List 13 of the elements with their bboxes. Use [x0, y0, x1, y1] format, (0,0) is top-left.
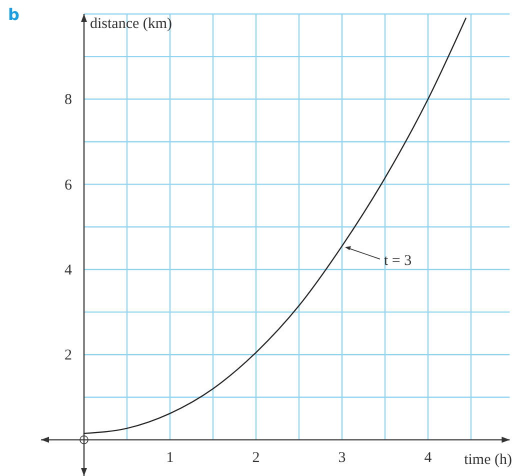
line-series: [83, 18, 466, 434]
y-tick-label: 2: [64, 348, 72, 364]
y-tick-label: 6: [64, 177, 72, 194]
x-axis-title: time (h): [464, 452, 512, 468]
y-tick-label: 4: [64, 262, 72, 278]
x-tick-label: 1: [166, 450, 174, 466]
y-axis-title: distance (km): [90, 16, 172, 32]
text: b: [8, 5, 20, 24]
x-tick-label: 2: [252, 450, 260, 466]
y-tick-label: 8: [64, 92, 72, 108]
x-tick-label: 3: [338, 450, 346, 466]
annotation: t = 3: [384, 253, 412, 270]
x-tick-label: 4: [424, 450, 432, 466]
